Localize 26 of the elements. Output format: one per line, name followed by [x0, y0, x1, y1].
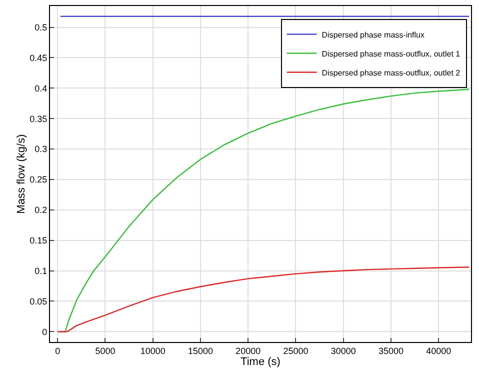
y-tick-label: 0.2: [34, 205, 48, 216]
y-tick-label: 0.35: [30, 114, 48, 124]
y-tick-label: 0.25: [30, 174, 48, 185]
x-tick-label: 40000: [426, 346, 452, 356]
y-tick-label: 0.3: [34, 144, 48, 154]
x-tick-label: 15000: [188, 346, 214, 356]
legend-label: Dispersed phase mass-outflux, outlet 1: [322, 49, 461, 58]
y-tick-label: 0.45: [30, 52, 48, 63]
x-tick-label: 10000: [140, 346, 166, 356]
x-tick-label: 25000: [283, 346, 308, 356]
y-tick-label: 0.15: [30, 236, 48, 246]
line-series: [57, 266, 470, 332]
x-tick-label: 20000: [236, 346, 261, 356]
legend-label: Dispersed phase mass-influx: [322, 30, 425, 40]
y-tick-label: 0.5: [34, 22, 48, 32]
y-axis-title: Mass flow (kg/s): [15, 134, 28, 214]
x-axis-title: Time (s): [240, 356, 280, 368]
y-tick-label: 0.1: [34, 266, 48, 276]
legend-label: Dispersed phase mass-outflux, outlet 2: [322, 68, 461, 78]
y-tick-label: 0: [42, 326, 48, 337]
x-tick-label: 0: [55, 346, 60, 356]
y-tick-label: 0.4: [34, 83, 48, 94]
x-tick-label: 5000: [95, 346, 116, 356]
y-tick-label: 0.05: [30, 296, 48, 306]
x-tick-label: 30000: [330, 346, 356, 356]
x-tick-label: 35000: [378, 346, 404, 356]
